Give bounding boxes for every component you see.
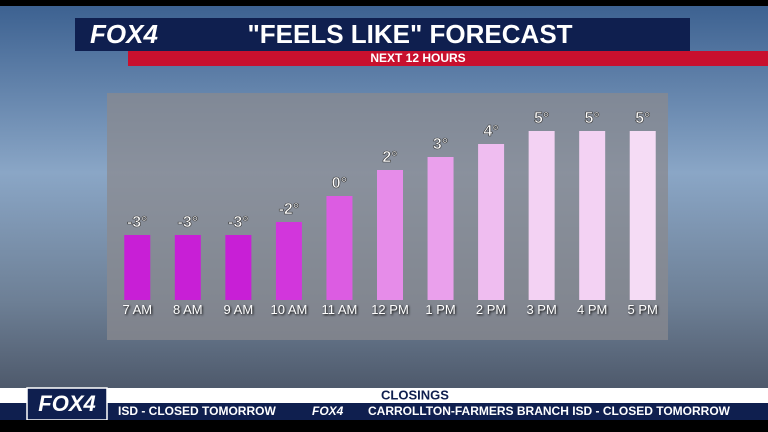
x-tick-label: 1 PM (425, 302, 456, 317)
value-label: 3° (433, 136, 448, 153)
ticker-item: ISD - CLOSED TOMORROW (118, 404, 276, 418)
value-label: 5° (635, 110, 650, 127)
bar (478, 144, 505, 300)
value-label: -3° (228, 214, 249, 231)
bar (427, 157, 454, 300)
bar (174, 235, 201, 300)
x-tick-label: 12 PM (371, 302, 409, 317)
x-tick-label: 9 AM (223, 302, 254, 317)
x-tick-label: 3 PM (526, 302, 557, 317)
value-label: 2° (382, 149, 397, 166)
value-label: 0° (332, 175, 347, 192)
chart-subtitle: NEXT 12 HOURS (370, 51, 465, 65)
bar (225, 235, 252, 300)
x-tick-label: 4 PM (577, 302, 608, 317)
subtitle-bar (128, 51, 768, 66)
x-tick-label: 5 PM (627, 302, 658, 317)
ticker-item: CARROLLTON-FARMERS BRANCH ISD - CLOSED T… (368, 404, 731, 418)
ticker-bar (0, 403, 768, 420)
bar (528, 131, 555, 300)
bar (579, 131, 606, 300)
ticker-heading-bar (0, 388, 768, 403)
bar (124, 235, 151, 300)
value-label: 5° (534, 110, 549, 127)
bar (629, 131, 656, 300)
value-label: 5° (585, 110, 600, 127)
bar (275, 222, 302, 300)
x-tick-label: 10 AM (270, 302, 308, 317)
bar (377, 170, 403, 300)
x-tick-label: 8 AM (173, 302, 203, 317)
logo: FOX4 (90, 19, 158, 49)
bottom-border (0, 420, 768, 432)
logo-box (26, 387, 108, 421)
chart-title: "FEELS LIKE" FORECAST (247, 19, 572, 49)
ticker-logo-main: FOX4 (38, 391, 95, 416)
x-tick-label: 11 AM (321, 302, 358, 317)
bar (326, 196, 353, 300)
value-label: -3° (178, 214, 199, 231)
x-tick-label: 2 PM (475, 302, 507, 317)
top-border (0, 0, 768, 6)
title-bar (75, 18, 690, 51)
value-label: -3° (127, 214, 148, 231)
value-label: 4° (483, 123, 498, 140)
ticker-logo: FOX4 (312, 404, 344, 418)
x-tick-label: 7 AM (122, 302, 153, 317)
ticker-heading: CLOSINGS (381, 387, 449, 402)
value-label: -2° (279, 201, 300, 218)
